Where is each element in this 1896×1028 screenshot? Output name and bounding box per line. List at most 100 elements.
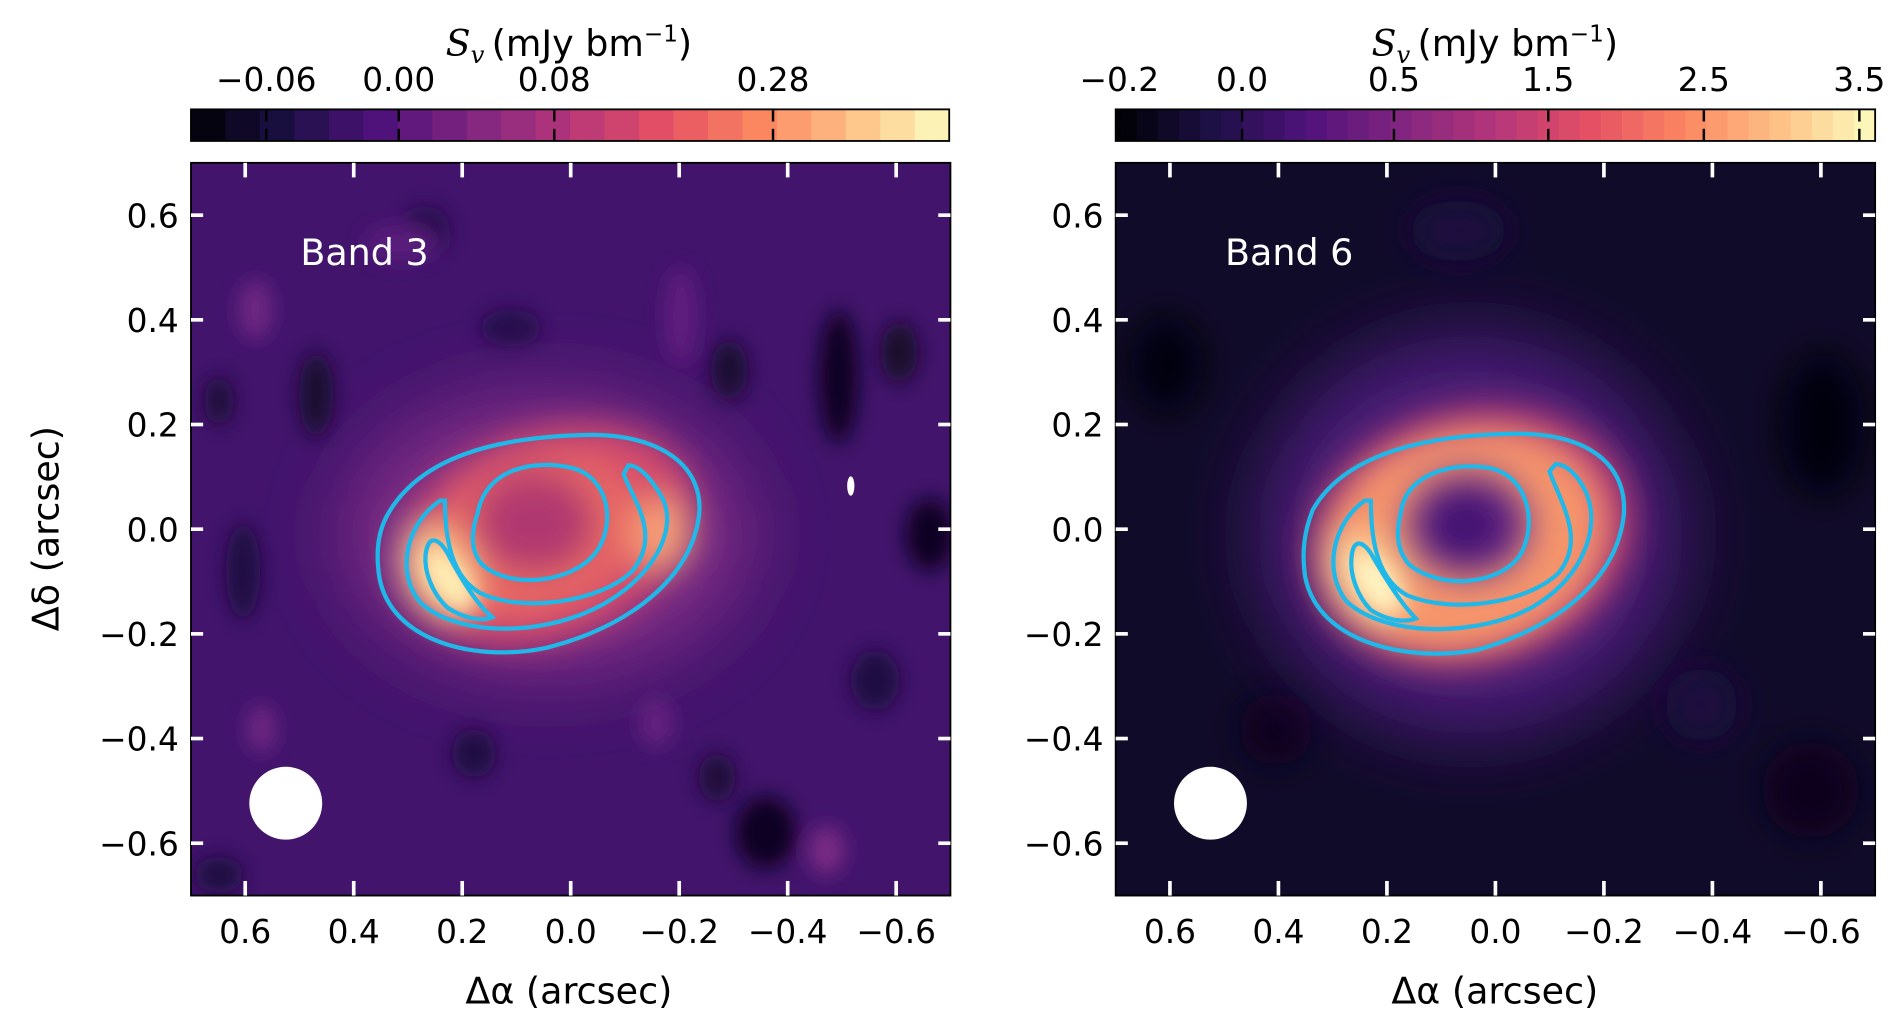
panel-label: Band 3	[300, 231, 428, 274]
y-axis-label: Δδ (arcsec)	[25, 426, 68, 631]
colorbar-segment	[1368, 109, 1391, 141]
x-tick-label: 0.0	[545, 913, 597, 951]
colorbar-segment	[639, 109, 675, 141]
colorbar-tick-label: 0.00	[362, 61, 435, 99]
contours-band6	[1301, 431, 1627, 656]
x-axis-label: Δα (arcsec)	[465, 970, 672, 1013]
colorbar-segment	[294, 109, 330, 141]
colorbar-segment	[1600, 109, 1623, 141]
colorbar-segment	[1242, 109, 1264, 141]
colorbar-segment	[1411, 109, 1433, 141]
heatmap-band3	[190, 162, 951, 896]
colorbar-segment	[1136, 109, 1159, 141]
colorbar-segment	[1685, 109, 1707, 141]
colorbar-segment	[1558, 109, 1581, 141]
x-tick-label: 0.2	[1361, 913, 1413, 951]
beam-ellipse	[249, 766, 323, 840]
colorbar-segment	[1305, 109, 1328, 141]
colorbar-segments	[1115, 109, 1876, 141]
contours-band3	[375, 432, 702, 655]
panel-band3: −0.06 0.00 0.08 0.28 Sv (mJy bm−1)	[25, 21, 952, 1013]
x-tick-label: 0.4	[328, 913, 380, 951]
colorbar-segment	[1664, 109, 1686, 141]
colorbar-segment	[1579, 109, 1602, 141]
colorbar-segment	[1790, 109, 1813, 141]
colorbar-segment	[845, 109, 881, 141]
y-tick-label: 0.4	[127, 302, 179, 340]
x-tick-label: −0.2	[639, 913, 719, 951]
colorbar-label: Sv (mJy bm−1)	[446, 21, 692, 69]
colorbar-segment	[1706, 109, 1729, 141]
y-tick-label: 0.0	[1051, 511, 1103, 549]
colorbar-segment	[1832, 109, 1855, 141]
x-tick-label: 0.2	[436, 913, 488, 951]
colorbar-label: Sv (mJy bm−1)	[1372, 21, 1618, 69]
heatmap-band6	[1115, 162, 1876, 896]
colorbar-tick-label: 3.5	[1833, 61, 1885, 99]
colorbar-segment	[501, 109, 537, 141]
contour-outer	[1301, 431, 1627, 656]
colorbar-segment	[1727, 109, 1750, 141]
y-tick-label: −0.6	[1024, 825, 1104, 863]
colorbar-segment	[432, 109, 468, 141]
colorbar-segment	[707, 109, 744, 141]
colorbar-segment	[1263, 109, 1286, 141]
y-tick-label: 0.2	[127, 407, 179, 445]
colorbar-segment	[1326, 109, 1349, 141]
colorbar-segment	[1284, 109, 1307, 141]
colorbar-segment	[1643, 109, 1665, 141]
colorbar-segment	[776, 109, 812, 141]
colorbar-segment	[328, 109, 364, 141]
colorbar-segment	[1200, 109, 1222, 141]
contour-peak	[423, 538, 497, 622]
colorbar-segment	[1854, 109, 1876, 141]
contour-outer	[375, 432, 702, 655]
colorbar-segment	[1115, 109, 1138, 141]
x-tick-label: −0.4	[1673, 913, 1753, 951]
colorbar-segment	[225, 109, 261, 141]
y-tick-label: 0.4	[1051, 302, 1103, 340]
y-tick-label: −0.2	[99, 616, 179, 654]
colorbar-segment	[1389, 109, 1412, 141]
colorbar-segment	[397, 109, 433, 141]
colorbar-segment	[1537, 109, 1560, 141]
y-tick-label: 0.6	[1051, 197, 1103, 235]
y-tick-label: −0.6	[99, 825, 179, 863]
x-tick-label: 0.0	[1469, 913, 1521, 951]
colorbar-segment	[1474, 109, 1497, 141]
x-tick-label: −0.2	[1564, 913, 1644, 951]
colorbar-segment	[1516, 109, 1539, 141]
colorbar-segment	[811, 109, 847, 141]
colorbar-band6: −0.2 0.0 0.5 1.5 2.5 3.5 Sv (mJy bm−1)	[1080, 21, 1885, 142]
y-tick-label: 0.2	[1051, 407, 1103, 445]
colorbar-tick-label: 0.08	[518, 61, 591, 99]
panel-label: Band 6	[1225, 231, 1353, 274]
colorbar-tick-label: 0.5	[1368, 61, 1420, 99]
colorbar-tick-label: 0.0	[1216, 61, 1268, 99]
colorbar-segment	[1221, 109, 1243, 141]
colorbar-segment	[1432, 109, 1454, 141]
colorbar-band3: −0.06 0.00 0.08 0.28 Sv (mJy bm−1)	[190, 21, 951, 142]
colorbar-segment	[914, 109, 950, 141]
colorbar-segment	[1748, 109, 1771, 141]
x-tick-label: −0.4	[748, 913, 828, 951]
y-tick-label: −0.4	[1024, 721, 1104, 759]
contour-peak	[1349, 541, 1420, 623]
colorbar-segments	[190, 109, 950, 141]
colorbar-segment	[742, 109, 778, 141]
colorbar-segment	[363, 109, 399, 141]
x-tick-label: −0.6	[1781, 913, 1861, 951]
colorbar-segment	[466, 109, 502, 141]
colorbar-segment	[673, 109, 709, 141]
colorbar-segment	[1811, 109, 1834, 141]
colorbar-segment	[1157, 109, 1180, 141]
colorbar-tick-label: 2.5	[1678, 61, 1730, 99]
colorbar-segment	[1769, 109, 1792, 141]
colorbar-tick-label: 1.5	[1522, 61, 1574, 99]
colorbar-segment	[190, 109, 227, 141]
x-tick-label: 0.6	[219, 913, 271, 951]
colorbar-segment	[604, 109, 640, 141]
colorbar-tick-label: −0.2	[1080, 61, 1160, 99]
x-axis-label: Δα (arcsec)	[1391, 970, 1598, 1013]
